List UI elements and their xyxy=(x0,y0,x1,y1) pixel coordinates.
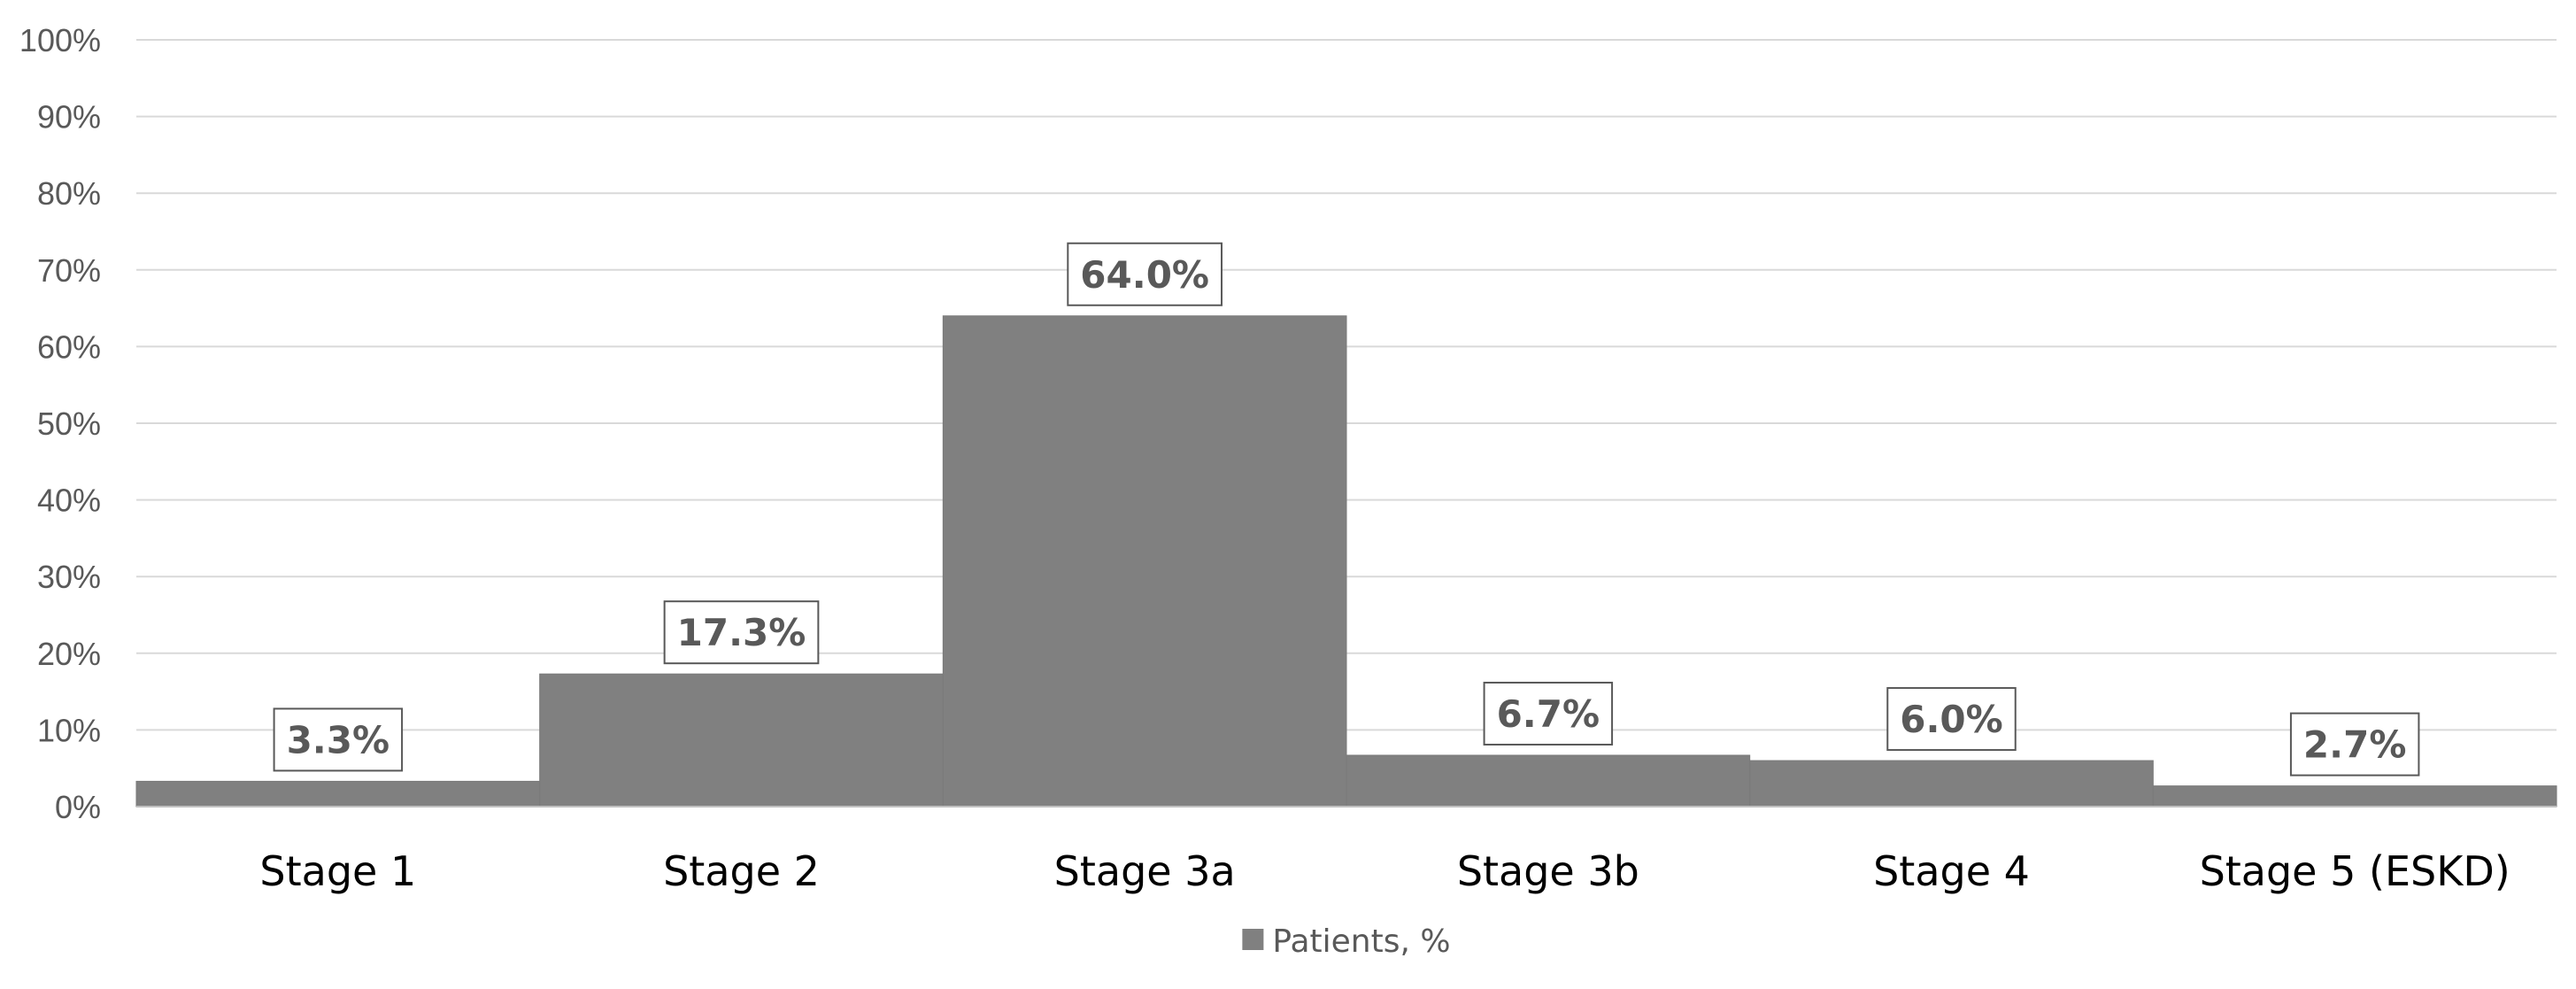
bars xyxy=(135,315,2557,807)
y-tick-label: 60% xyxy=(37,328,101,365)
y-tick-label: 30% xyxy=(37,559,101,595)
x-category-label: Stage 3b xyxy=(1457,847,1639,895)
data-label-box xyxy=(1067,242,1223,306)
y-tick-label: 0% xyxy=(55,789,101,825)
x-category-label: Stage 5 (ESKD) xyxy=(2200,847,2510,895)
x-category-label: Stage 2 xyxy=(663,847,820,895)
y-tick-labels: 0% 10% 20% 30% 40% 50% 60% 70% 80% 90% 100% xyxy=(19,22,101,825)
y-tick-label: 80% xyxy=(37,175,101,212)
data-label: 2.7% xyxy=(2303,723,2406,767)
bar xyxy=(1749,760,2154,807)
data-label-box xyxy=(1886,687,2017,752)
data-label: 3.3% xyxy=(287,718,389,761)
y-tick-label: 100% xyxy=(19,22,101,58)
bar xyxy=(539,673,944,807)
y-tick-label: 70% xyxy=(37,252,101,289)
data-label: 6.0% xyxy=(1900,698,2002,741)
x-category-label: Stage 3a xyxy=(1054,847,1236,895)
y-tick-label: 50% xyxy=(37,406,101,442)
y-tick-label: 20% xyxy=(37,636,101,672)
data-label-box xyxy=(1483,681,1614,746)
data-label: 64.0% xyxy=(1080,253,1209,297)
bar xyxy=(2152,785,2557,807)
data-label-box xyxy=(663,600,820,665)
data-label: 6.7% xyxy=(1497,692,1600,736)
legend: Patients, % xyxy=(1242,923,1451,960)
data-label: 17.3% xyxy=(677,611,806,654)
bar xyxy=(1346,754,1751,807)
y-tick-label: 90% xyxy=(37,99,101,135)
bar xyxy=(135,780,541,807)
data-labels: 3.3% 17.3% 64.0% 6.7% 6.0% 2.7% xyxy=(273,242,2420,777)
x-category-label: Stage 1 xyxy=(259,847,416,895)
y-tick-label: 10% xyxy=(37,712,101,748)
x-category-label: Stage 4 xyxy=(1873,847,2030,895)
data-label-box xyxy=(273,707,404,772)
legend-swatch xyxy=(1242,929,1264,950)
bar xyxy=(942,315,1347,807)
legend-label: Patients, % xyxy=(1272,923,1450,960)
y-tick-label: 40% xyxy=(37,483,101,519)
x-category-labels: Stage 1 Stage 2 Stage 3a Stage 3b Stage 4 Sta… xyxy=(259,847,2510,895)
data-label-box xyxy=(2289,712,2420,777)
